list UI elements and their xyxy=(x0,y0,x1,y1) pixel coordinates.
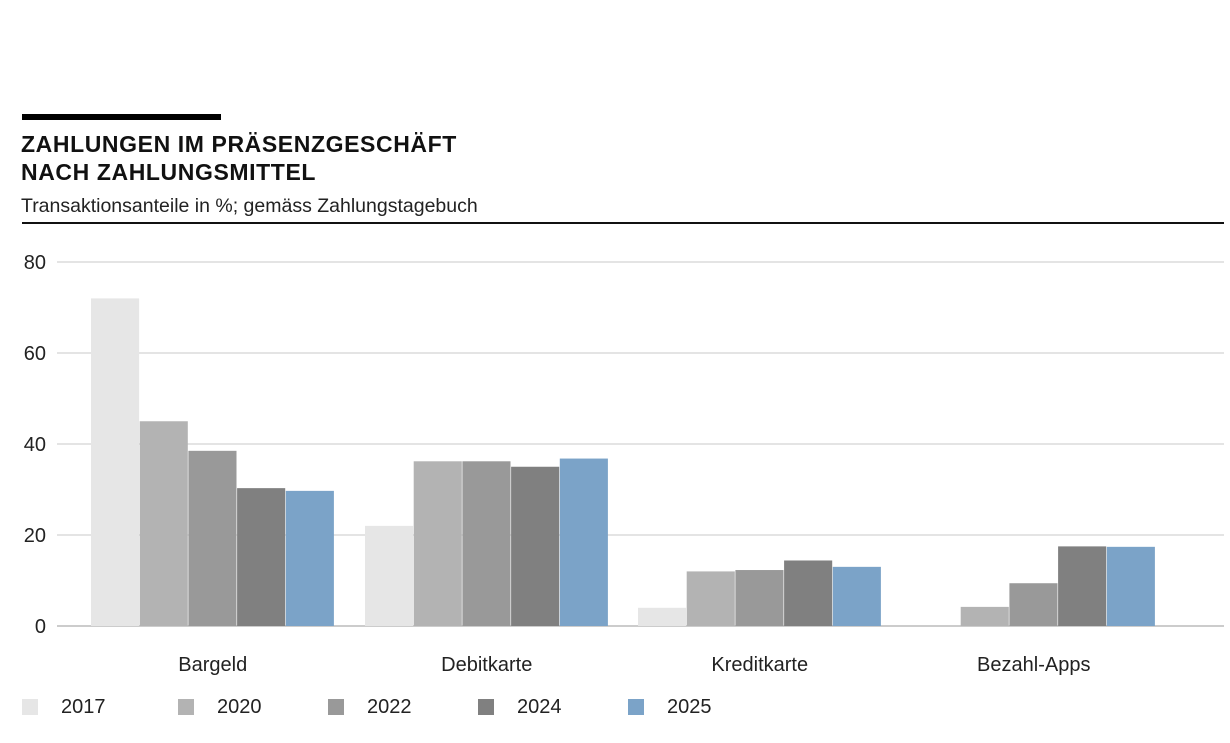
bar-bargeld-2025 xyxy=(285,490,334,626)
bar-debitkarte-2025 xyxy=(559,458,608,626)
chart-title-line-1: ZAHLUNGEN IM PRÄSENZGESCHÄFT xyxy=(21,131,457,157)
bar-kreditkarte-2017 xyxy=(638,607,687,626)
x-tick-label-bargeld: Bargeld xyxy=(178,654,247,676)
bar-bezahl-apps-2022 xyxy=(1009,583,1058,626)
y-tick-label-60: 60 xyxy=(24,343,46,365)
bar-debitkarte-2020 xyxy=(413,461,462,626)
legend-item-2022: 2022 xyxy=(328,694,412,720)
legend-item-2020: 2020 xyxy=(178,694,262,720)
legend-swatch-2022 xyxy=(328,699,344,715)
y-tick-label-20: 20 xyxy=(24,525,46,547)
chart-title-line-2: NACH ZAHLUNGSMITTEL xyxy=(21,159,317,185)
chart-subtitle: Transaktionsanteile in %; gemäss Zahlung… xyxy=(21,195,478,217)
legend-label-2017: 2017 xyxy=(61,695,106,718)
x-tick-label-bezahl-apps: Bezahl-Apps xyxy=(977,654,1090,676)
chart-title: ZAHLUNGEN IM PRÄSENZGESCHÄFT NACH ZAHLUN… xyxy=(21,130,457,186)
legend-item-2024: 2024 xyxy=(478,694,562,720)
title-accent-rule xyxy=(22,114,221,120)
bar-kreditkarte-2022 xyxy=(735,570,784,626)
legend-label-2024: 2024 xyxy=(517,695,562,718)
x-tick-label-debitkarte: Debitkarte xyxy=(441,654,532,676)
bar-bargeld-2017 xyxy=(91,298,140,626)
legend-swatch-2017 xyxy=(22,699,38,715)
y-tick-label-40: 40 xyxy=(24,434,46,456)
x-tick-label-kreditkarte: Kreditkarte xyxy=(711,654,808,676)
legend-swatch-2025 xyxy=(628,699,644,715)
legend-label-2022: 2022 xyxy=(367,695,412,718)
bar-bargeld-2020 xyxy=(139,421,188,626)
header-divider xyxy=(22,222,1224,224)
bar-bezahl-apps-2024 xyxy=(1058,546,1107,626)
y-tick-label-0: 0 xyxy=(35,616,46,638)
bar-bezahl-apps-2020 xyxy=(960,606,1009,626)
legend-swatch-2024 xyxy=(478,699,494,715)
bar-bargeld-2024 xyxy=(237,488,286,626)
bar-kreditkarte-2020 xyxy=(686,571,735,626)
legend-label-2025: 2025 xyxy=(667,695,712,718)
chart-legend: 2017 2020 2022 2024 2025 xyxy=(22,694,922,720)
bar-debitkarte-2022 xyxy=(462,461,511,626)
y-tick-label-80: 80 xyxy=(24,252,46,274)
legend-swatch-2020 xyxy=(178,699,194,715)
bar-kreditkarte-2024 xyxy=(784,560,833,626)
bar-bargeld-2022 xyxy=(188,450,237,626)
legend-item-2017: 2017 xyxy=(22,694,106,720)
bar-debitkarte-2024 xyxy=(511,466,560,626)
bar-kreditkarte-2025 xyxy=(832,566,881,626)
legend-item-2025: 2025 xyxy=(628,694,712,720)
legend-label-2020: 2020 xyxy=(217,695,262,718)
bar-bezahl-apps-2025 xyxy=(1106,546,1155,626)
bar-debitkarte-2017 xyxy=(365,525,414,626)
